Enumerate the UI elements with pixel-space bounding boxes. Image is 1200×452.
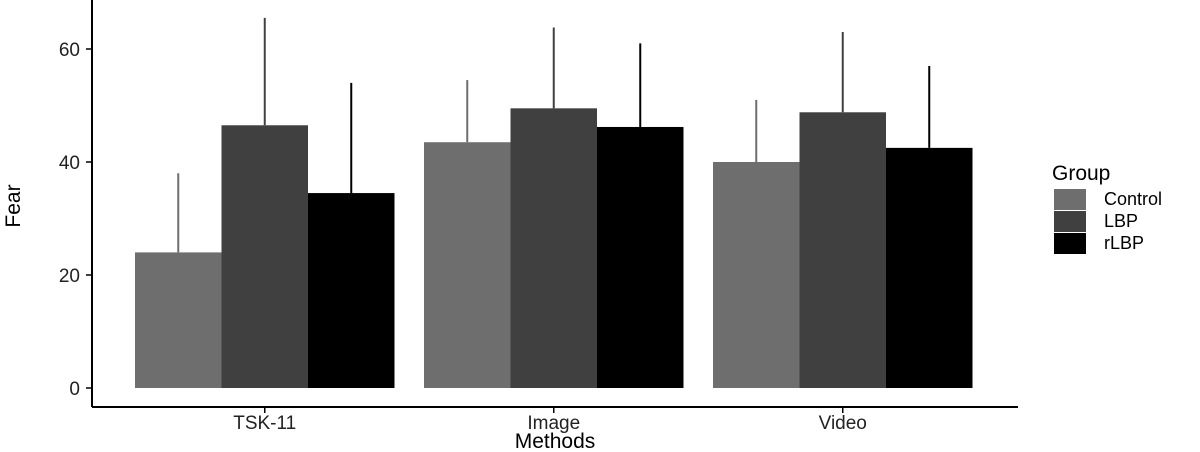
bar-image-rlbp bbox=[597, 126, 684, 388]
error-bars-layer bbox=[177, 17, 931, 253]
legend-label-rlbp: rLBP bbox=[1104, 233, 1144, 253]
legend-swatch-rlbp bbox=[1054, 233, 1086, 254]
x-axis-title: Methods bbox=[515, 430, 596, 452]
y-tick-label-60: 60 bbox=[59, 40, 80, 61]
legend-label-lbp: LBP bbox=[1104, 211, 1138, 231]
y-tick-label-40: 40 bbox=[59, 153, 80, 174]
bar-tsk-11-lbp bbox=[221, 125, 308, 389]
x-tick-label-tsk-11: TSK-11 bbox=[233, 413, 296, 434]
x-tick-label-video: Video bbox=[819, 413, 867, 434]
bar-tsk-11-rlbp bbox=[308, 193, 395, 388]
x-tick-label-image: Image bbox=[527, 413, 580, 434]
bar-tsk-11-control bbox=[135, 252, 222, 388]
legend-label-control: Control bbox=[1104, 189, 1162, 209]
x-ticks: TSK-11 Image Video bbox=[233, 407, 867, 434]
bar-video-lbp bbox=[799, 112, 886, 388]
bars-layer bbox=[135, 108, 973, 389]
bar-image-lbp bbox=[510, 108, 597, 388]
y-ticks: 0 20 40 60 bbox=[59, 40, 92, 400]
y-axis-title: Fear bbox=[2, 184, 25, 227]
legend-title: Group bbox=[1052, 162, 1110, 185]
legend-swatch-control bbox=[1054, 189, 1086, 210]
y-tick-label-20: 20 bbox=[59, 266, 80, 287]
bar-video-rlbp bbox=[886, 147, 973, 388]
bar-image-control bbox=[424, 142, 511, 388]
y-tick-label-0: 0 bbox=[69, 379, 80, 400]
bar-video-control bbox=[713, 162, 800, 388]
legend-swatch-lbp bbox=[1054, 211, 1086, 232]
